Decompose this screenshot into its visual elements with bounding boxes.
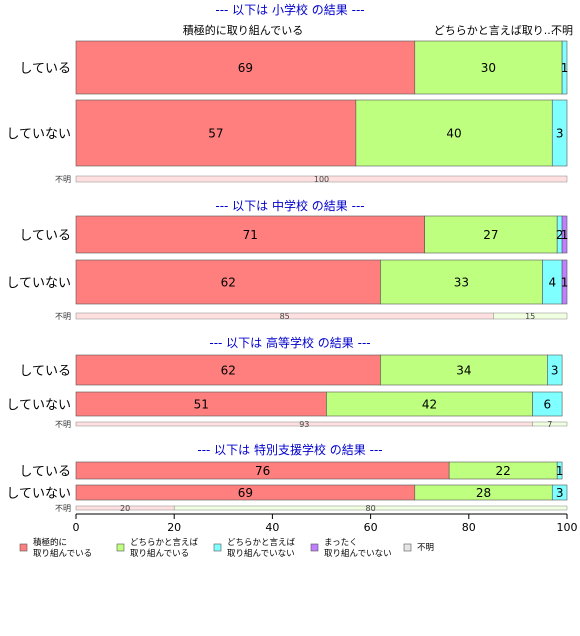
bar-segment <box>551 484 568 501</box>
legend-label: どちらかと言えば <box>130 537 199 548</box>
legend-swatch <box>116 543 125 552</box>
column-label: 不明 <box>551 24 573 37</box>
bar-segment <box>547 354 563 386</box>
bar-segment <box>551 99 568 167</box>
row-category-label: していない <box>6 398 71 413</box>
unknown-strip-label: 15 <box>525 312 535 321</box>
legend-label: 取り組んでいない <box>324 548 392 559</box>
bar-segment <box>532 391 563 417</box>
bar-segment <box>556 461 563 480</box>
bar-value-label: 3 <box>551 364 559 378</box>
bar-value-label: 1 <box>561 276 569 290</box>
legend-label: 積極的に <box>33 537 67 548</box>
unknown-strip-label: 7 <box>547 420 552 429</box>
x-tick-label: 40 <box>265 521 279 534</box>
row-category-label: している <box>19 229 71 244</box>
legend-swatch <box>310 543 319 552</box>
bar-value-label: 40 <box>446 127 461 141</box>
bar-value-label: 71 <box>243 228 258 242</box>
bar-segment <box>380 259 543 305</box>
bar-segment <box>380 354 548 386</box>
unknown-category-label: 不明 <box>55 312 71 321</box>
unknown-strip-segment <box>173 505 568 511</box>
column-label: 積極的に取り組んでいる <box>183 23 303 37</box>
group-title: --- 以下は 中学校 の結果 --- <box>215 198 364 213</box>
unknown-strip-segment <box>75 175 568 183</box>
bar-value-label: 4 <box>548 276 556 290</box>
row-category-label: していない <box>6 127 71 142</box>
legend-label: まったく <box>324 538 358 548</box>
unknown-category-label: 不明 <box>55 504 71 513</box>
x-tick-label: 20 <box>167 521 181 534</box>
bar-segment <box>75 259 381 305</box>
x-tick-label: 60 <box>364 521 378 534</box>
legend-label: 取り組んでいる <box>33 548 92 559</box>
legend-label: 取り組んでいない <box>227 548 295 559</box>
unknown-strip-label: 80 <box>366 504 376 513</box>
x-tick-label: 0 <box>73 521 80 534</box>
unknown-strip-segment <box>532 421 568 427</box>
bar-segment <box>75 40 416 95</box>
legend-label: 取り組んでいる <box>130 548 189 559</box>
bar-value-label: 57 <box>208 127 223 141</box>
legend-label: どちらかと言えば <box>227 537 296 548</box>
bar-value-label: 2 <box>556 228 564 242</box>
row-category-label: している <box>19 364 71 379</box>
legend-swatch <box>403 543 412 552</box>
column-label: どちらかと言えば取り... <box>434 24 555 37</box>
bar-value-label: 69 <box>238 61 253 75</box>
group-title: --- 以下は 特別支援学校 の結果 --- <box>197 442 382 457</box>
unknown-strip-label: 85 <box>280 312 290 321</box>
bar-value-label: 76 <box>255 464 270 478</box>
bar-segment <box>561 40 568 95</box>
bar-segment <box>561 215 568 254</box>
group-title: --- 以下は 小学校 の結果 --- <box>215 2 364 17</box>
bar-value-label: 62 <box>221 276 236 290</box>
unknown-category-label: 不明 <box>55 420 71 429</box>
row-category-label: している <box>19 465 71 480</box>
unknown-strip-segment <box>493 312 568 320</box>
bar-value-label: 6 <box>544 398 552 412</box>
group-title: --- 以下は 高等学校 の結果 --- <box>209 335 370 350</box>
legend-label: 不明 <box>417 543 434 553</box>
unknown-strip-label: 20 <box>120 504 130 513</box>
bar-value-label: 34 <box>456 364 471 378</box>
x-tick-label: 80 <box>462 521 476 534</box>
bar-segment <box>561 259 568 305</box>
bar-value-label: 51 <box>194 398 209 412</box>
bar-value-label: 3 <box>556 127 564 141</box>
bar-value-label: 62 <box>221 364 236 378</box>
bar-value-label: 69 <box>238 486 253 500</box>
bar-segment <box>326 391 533 417</box>
bar-segment <box>424 215 558 254</box>
bar-value-label: 1 <box>556 464 564 478</box>
legend-swatch <box>19 543 28 552</box>
bar-segment <box>75 215 425 254</box>
x-tick-label: 100 <box>557 521 578 534</box>
bar-value-label: 30 <box>481 61 496 75</box>
bar-value-label: 33 <box>454 276 469 290</box>
bar-value-label: 22 <box>496 464 511 478</box>
unknown-strip-label: 93 <box>299 420 309 429</box>
bar-value-label: 27 <box>483 228 498 242</box>
bar-value-label: 42 <box>422 398 437 412</box>
row-category-label: していない <box>6 276 71 291</box>
legend-swatch <box>213 543 222 552</box>
bar-value-label: 1 <box>561 61 569 75</box>
unknown-category-label: 不明 <box>55 175 71 184</box>
bar-value-label: 3 <box>556 486 564 500</box>
unknown-strip-label: 100 <box>314 175 329 184</box>
bar-segment <box>355 99 553 167</box>
row-category-label: していない <box>6 487 71 502</box>
row-category-label: している <box>19 62 71 77</box>
bar-segment <box>414 40 563 95</box>
bar-segment <box>75 391 327 417</box>
bar-value-label: 28 <box>476 486 491 500</box>
bar-value-label: 1 <box>561 228 569 242</box>
